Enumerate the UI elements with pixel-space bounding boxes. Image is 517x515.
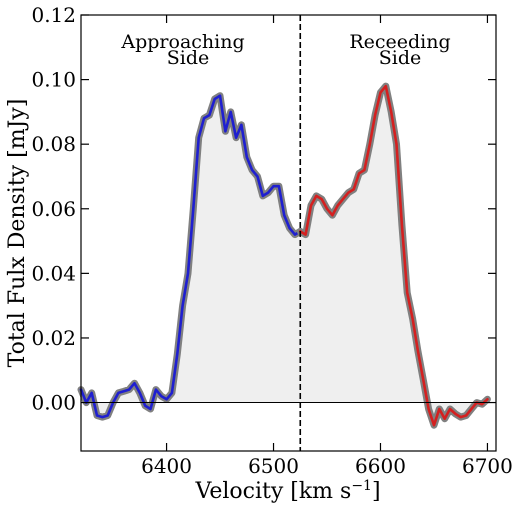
fill-layer [81, 86, 488, 426]
y-tick-label: 0.04 [31, 261, 76, 285]
axis-layer: 6400 6500 6600 6700 0.00 0.02 0.04 0.06 0.08 0.10… [31, 3, 512, 478]
x-tick-label: 6400 [141, 454, 192, 478]
x-axis-label-tail: ] [372, 479, 381, 504]
x-axis-label: Velocity [km s−1] [194, 478, 380, 504]
x-axis-label-superscript: −1 [351, 478, 372, 494]
approaching-label-line2: Side [167, 47, 210, 69]
y-tick-label: 0.10 [31, 68, 76, 92]
y-axis-label: Total Fulx Density [mJy] [5, 99, 30, 368]
y-tick-label: 0.00 [31, 391, 76, 415]
approaching-label-line1: Approaching [120, 31, 244, 53]
plot-frame [80, 14, 497, 452]
y-tick-label: 0.06 [31, 197, 76, 221]
line-layer [77, 82, 491, 429]
series-line-receding [298, 84, 489, 427]
receding-label-line2: Side [379, 47, 422, 69]
series-line-approaching [79, 94, 302, 419]
x-tick-label: 6600 [355, 454, 406, 478]
series-fill-receding [300, 86, 488, 426]
y-tick-label: 0.08 [31, 132, 76, 156]
y-tick-label: 0.02 [31, 326, 76, 350]
receding-label-line1: Receeding [349, 31, 450, 53]
x-axis-label-main: Velocity [km s [194, 479, 351, 504]
x-tick-label: 6700 [462, 454, 513, 478]
x-tick-label: 6500 [248, 454, 299, 478]
y-tick-label: 0.12 [31, 3, 76, 27]
